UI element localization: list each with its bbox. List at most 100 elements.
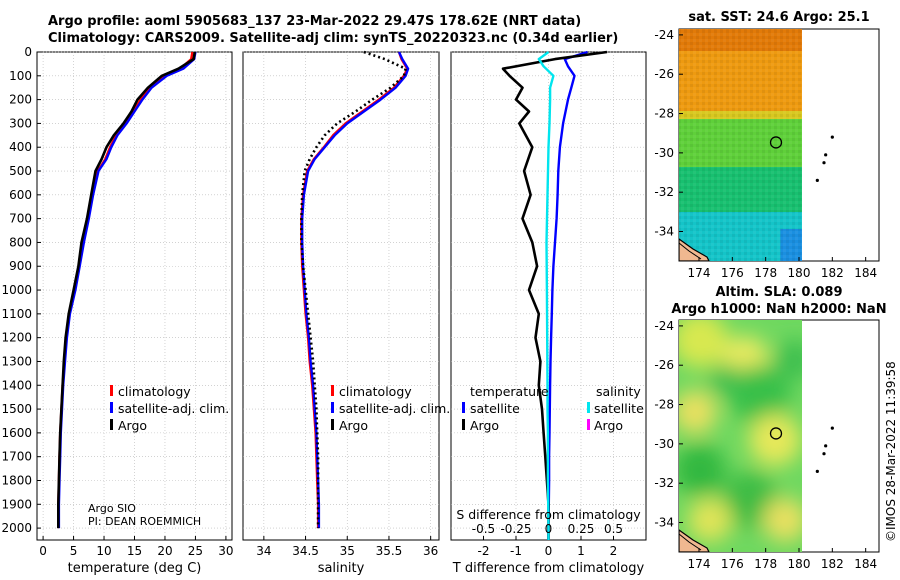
diff-legend-temp-marker — [462, 402, 465, 413]
diff-legend-temp-title: temperature — [470, 384, 549, 399]
diff-legend-sal-marker — [587, 402, 590, 413]
sla-map-ytick-label: -24 — [654, 319, 674, 333]
sla-map: 174 176 178 180 182 184 -24 -26 -28 -30 -32 -34 Alti… — [654, 285, 886, 571]
sla-map-island — [824, 444, 828, 448]
sla-anomaly-blob — [688, 498, 732, 542]
sst-map-island — [815, 178, 819, 182]
difference-xtick-label: -2 — [478, 544, 490, 558]
temperature-xtick-label: 20 — [157, 544, 172, 558]
sst-map-field — [679, 29, 802, 261]
temperature-series-argo — [56, 51, 197, 529]
sla-anomaly-blob — [679, 320, 728, 368]
sla-anomaly-blob — [749, 414, 801, 466]
sst-map-title: sat. SST: 24.6 Argo: 25.1 — [688, 10, 869, 25]
temperature-legend-marker — [110, 402, 113, 413]
temperature-xtick-label: 30 — [218, 544, 233, 558]
sla-map-ytick-label: -26 — [654, 358, 674, 372]
salinity-legend-label: satellite-adj. clim. — [339, 401, 450, 416]
temperature-xtick-label: 10 — [96, 544, 111, 558]
difference-xtick-label: 0 — [545, 544, 553, 558]
sst-map-float-marker — [769, 136, 783, 149]
sla-anomaly-blobs — [679, 320, 802, 542]
temperature-xtick-label: 5 — [70, 544, 78, 558]
salinity-legend-marker — [331, 419, 334, 430]
sla-map-xtick-label: 180 — [788, 557, 811, 571]
salinity-panel: 34 34.5 35 35.5 36 salinity climatology satelli… — [242, 50, 450, 576]
depth-tick-label: 1300 — [1, 354, 32, 368]
diff-legend-sal-label: satellite — [594, 401, 644, 416]
salinity-xtick-label: 36 — [423, 544, 438, 558]
sst-map-ytick-label: -24 — [654, 28, 674, 42]
temperature-xlabel: temperature (deg C) — [68, 561, 202, 576]
diff-legend-temp-label: satellite — [470, 401, 520, 416]
difference-xtick-label: 1 — [577, 544, 585, 558]
diff-s-tick-label: 0 — [545, 522, 553, 536]
sst-pixel-texture — [679, 29, 802, 261]
credit-org: Argo SIO — [88, 502, 136, 515]
depth-tick-label: 1700 — [1, 450, 32, 464]
sla-map-coast-line — [679, 533, 702, 551]
sst-map-island — [822, 161, 826, 165]
depth-tick-label: 0 — [24, 45, 32, 59]
sla-map-float-marker — [769, 427, 783, 440]
salinity-xlabel: salinity — [318, 561, 365, 576]
temperature-xtick-label: 25 — [188, 544, 203, 558]
temperature-legend-marker — [110, 419, 113, 430]
sst-map-xtick-label: 180 — [788, 266, 811, 280]
sla-map-field — [679, 320, 802, 552]
diff-s-tick-label: 0.5 — [604, 522, 623, 536]
depth-tick-label: 800 — [9, 235, 32, 249]
sla-map-xtick-label: 184 — [854, 557, 877, 571]
diff-s-axis-label: S difference from climatology — [456, 507, 641, 522]
sst-map-ytick-label: -34 — [654, 225, 674, 239]
salinity-legend-label: climatology — [339, 384, 412, 399]
depth-tick-label: 100 — [9, 69, 32, 83]
sst-map-xtick-label: 182 — [821, 266, 844, 280]
difference-xtick-label: 2 — [610, 544, 618, 558]
sst-map-ytick-label: -28 — [654, 107, 674, 121]
diff-s-tick-label: 0.25 — [568, 522, 595, 536]
diff-legend-sal-title: salinity — [596, 384, 641, 399]
sst-map-island — [830, 135, 834, 139]
sla-map-subtitle: Argo h1000: NaN h2000: NaN — [671, 302, 886, 317]
sla-map-ytick-label: -28 — [654, 398, 674, 412]
temperature-panel: 0 5 10 15 20 25 30 temperature (deg C) 0 100 200 30… — [1, 45, 233, 576]
sst-map-ytick-label: -32 — [654, 185, 674, 199]
temperature-legend-label: satellite-adj. clim. — [118, 401, 229, 416]
depth-tick-label: 1600 — [1, 426, 32, 440]
depth-tick-label: 200 — [9, 93, 32, 107]
header-line-2: Climatology: CARS2009. Satellite-adj cli… — [48, 31, 619, 46]
sla-map-xtick-label: 174 — [688, 557, 711, 571]
sla-map-island — [822, 452, 826, 456]
depth-tick-label: 1200 — [1, 331, 32, 345]
sla-anomaly-blob — [679, 390, 717, 434]
header-line-1: Argo profile: aoml 5905683_137 23-Mar-20… — [48, 14, 582, 29]
difference-xlabel: T difference from climatology — [452, 561, 645, 576]
salinity-series-argo — [300, 50, 407, 529]
temperature-legend-label: Argo — [118, 418, 147, 433]
sla-anomaly-blob — [709, 364, 741, 396]
sla-anomaly-blob — [730, 365, 790, 425]
sla-map-ytick-label: -34 — [654, 516, 674, 530]
sla-anomaly-blob — [679, 444, 726, 496]
sla-anomaly-blob — [763, 498, 802, 542]
depth-tick-label: 1400 — [1, 378, 32, 392]
depth-tick-label: 600 — [9, 188, 32, 202]
salinity-xtick-label: 35 — [340, 544, 355, 558]
salinity-xtick-label: 34.5 — [292, 544, 319, 558]
salinity-legend-marker — [331, 402, 334, 413]
diff-legend-sal-label: Argo — [594, 418, 623, 433]
difference-panel: -2 -1 0 1 2 T difference from climatology temp… — [450, 50, 647, 576]
sla-map-land — [679, 529, 710, 552]
depth-tick-label: 1000 — [1, 283, 32, 297]
diff-legend-temp-marker — [462, 419, 465, 430]
diff-legend-sal-marker — [587, 419, 590, 430]
sst-map-island — [824, 153, 828, 157]
depth-tick-label: 900 — [9, 259, 32, 273]
depth-tick-label: 300 — [9, 116, 32, 130]
sla-map-island — [815, 469, 819, 473]
salinity-xtick-label: 34 — [256, 544, 271, 558]
temperature-legend-marker — [110, 385, 113, 396]
depth-tick-label: 500 — [9, 164, 32, 178]
